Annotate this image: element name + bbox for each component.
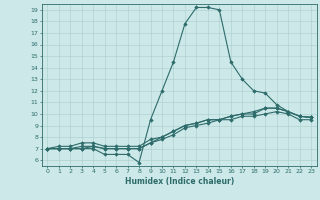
X-axis label: Humidex (Indice chaleur): Humidex (Indice chaleur)	[124, 177, 234, 186]
